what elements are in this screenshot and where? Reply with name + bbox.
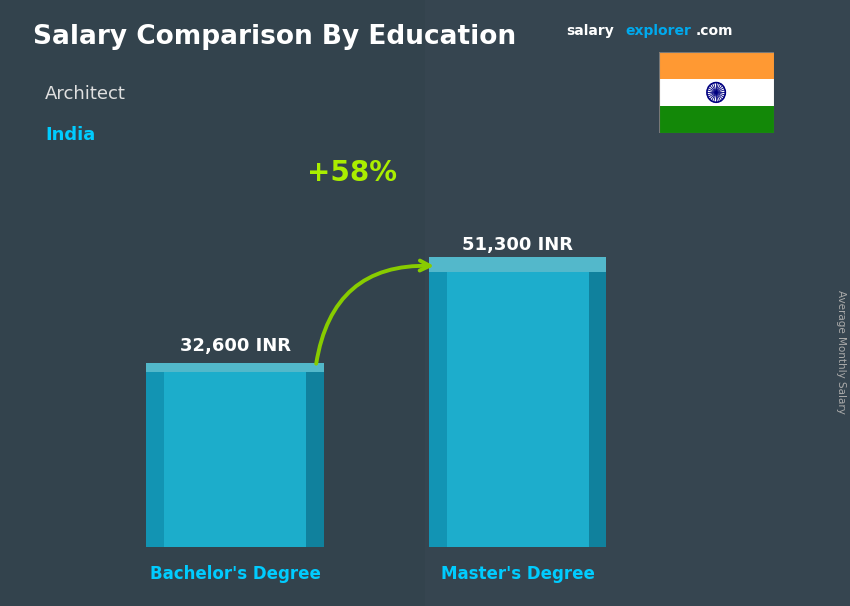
Bar [428,272,606,547]
Polygon shape [428,257,606,272]
Bar [589,272,606,547]
Bar [306,372,324,547]
Polygon shape [146,362,324,372]
Text: Average Monthly Salary: Average Monthly Salary [836,290,846,413]
Text: Master's Degree: Master's Degree [440,565,595,583]
Text: .com: .com [695,24,733,38]
Text: Salary Comparison By Education: Salary Comparison By Education [33,24,516,50]
Text: salary: salary [566,24,614,38]
Text: 51,300 INR: 51,300 INR [462,236,573,255]
Bar [146,372,324,547]
Bar [425,0,850,606]
Bar [0,0,425,606]
Bar [659,52,774,79]
Text: 32,600 INR: 32,600 INR [179,337,291,355]
Text: Architect: Architect [45,85,126,103]
Text: Bachelor's Degree: Bachelor's Degree [150,565,320,583]
Bar [659,79,774,106]
Text: India: India [45,125,95,144]
Text: +58%: +58% [307,159,397,187]
Bar [146,372,164,547]
Bar [659,106,774,133]
Text: explorer: explorer [625,24,691,38]
FancyArrowPatch shape [316,261,430,364]
Bar [428,272,446,547]
